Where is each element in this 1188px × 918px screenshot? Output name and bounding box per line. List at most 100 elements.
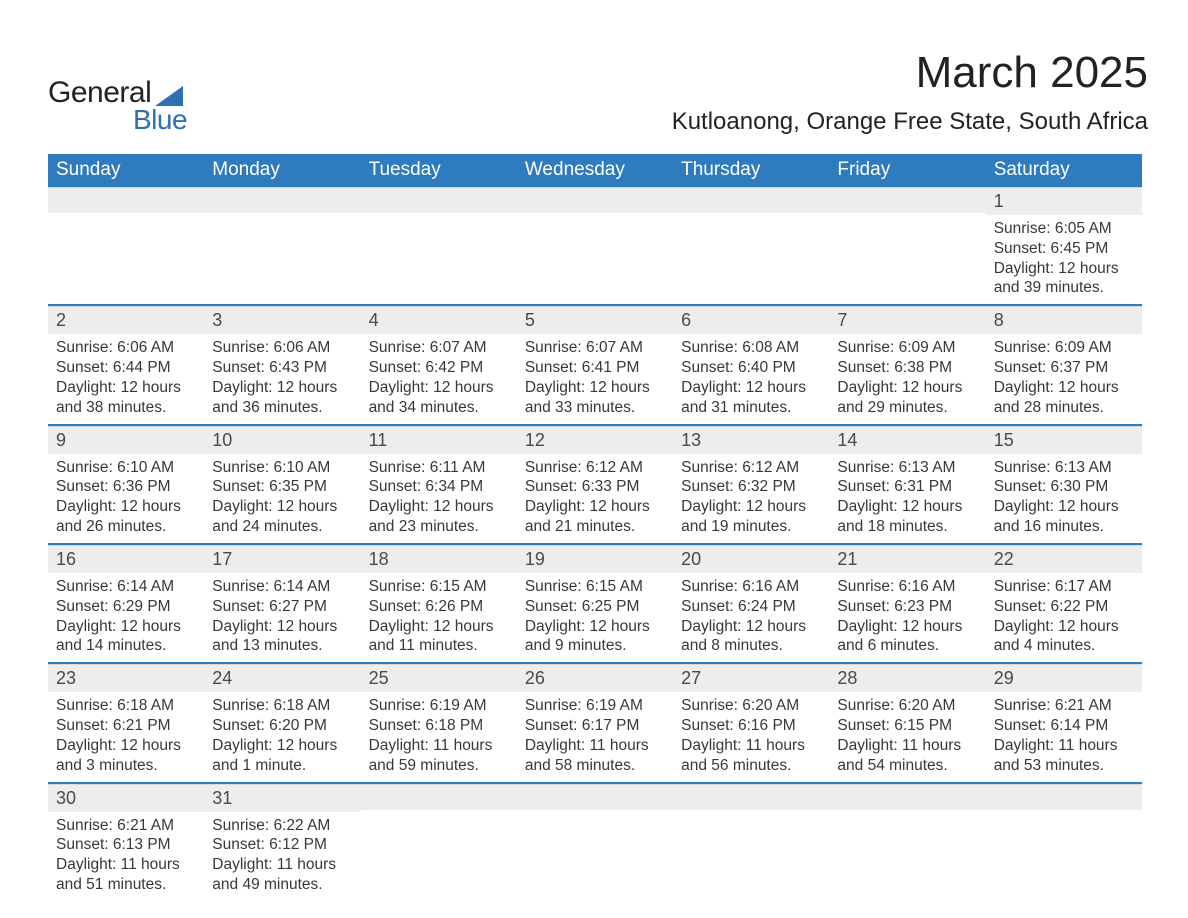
day-number: 2 <box>48 306 204 334</box>
calendar-day-cell: 21Sunrise: 6:16 AMSunset: 6:23 PMDayligh… <box>829 545 985 662</box>
sunrise-text: Sunrise: 6:09 AM <box>994 338 1136 358</box>
calendar-day-cell: 5Sunrise: 6:07 AMSunset: 6:41 PMDaylight… <box>517 306 673 423</box>
sunset-text: Sunset: 6:38 PM <box>837 358 979 378</box>
weekday-header-cell: Thursday <box>673 154 829 187</box>
daylight-text: Daylight: 12 hours and 26 minutes. <box>56 497 198 537</box>
calendar-day-cell: 19Sunrise: 6:15 AMSunset: 6:25 PMDayligh… <box>517 545 673 662</box>
sunset-text: Sunset: 6:33 PM <box>525 477 667 497</box>
calendar-week-row: 9Sunrise: 6:10 AMSunset: 6:36 PMDaylight… <box>48 424 1142 543</box>
daylight-text: Daylight: 12 hours and 4 minutes. <box>994 617 1136 657</box>
calendar-day-cell <box>517 784 673 901</box>
day-number: 21 <box>829 545 985 573</box>
day-details <box>517 810 673 882</box>
sunset-text: Sunset: 6:34 PM <box>369 477 511 497</box>
daylight-text: Daylight: 12 hours and 33 minutes. <box>525 378 667 418</box>
day-number: 30 <box>48 784 204 812</box>
calendar-week-row: 2Sunrise: 6:06 AMSunset: 6:44 PMDaylight… <box>48 304 1142 423</box>
day-number <box>673 784 829 810</box>
day-number <box>517 784 673 810</box>
day-number: 25 <box>361 664 517 692</box>
sunrise-text: Sunrise: 6:16 AM <box>681 577 823 597</box>
sunset-text: Sunset: 6:23 PM <box>837 597 979 617</box>
day-details: Sunrise: 6:14 AMSunset: 6:29 PMDaylight:… <box>48 573 204 662</box>
calendar-day-cell: 10Sunrise: 6:10 AMSunset: 6:35 PMDayligh… <box>204 426 360 543</box>
weekday-header-cell: Sunday <box>48 154 204 187</box>
day-number: 11 <box>361 426 517 454</box>
calendar-day-cell: 24Sunrise: 6:18 AMSunset: 6:20 PMDayligh… <box>204 664 360 781</box>
day-number: 6 <box>673 306 829 334</box>
weekday-header-cell: Friday <box>829 154 985 187</box>
day-number: 18 <box>361 545 517 573</box>
calendar-day-cell: 4Sunrise: 6:07 AMSunset: 6:42 PMDaylight… <box>361 306 517 423</box>
sunset-text: Sunset: 6:22 PM <box>994 597 1136 617</box>
day-number: 20 <box>673 545 829 573</box>
sunrise-text: Sunrise: 6:18 AM <box>212 696 354 716</box>
day-number <box>829 187 985 213</box>
calendar-day-cell: 8Sunrise: 6:09 AMSunset: 6:37 PMDaylight… <box>986 306 1142 423</box>
calendar-day-cell: 2Sunrise: 6:06 AMSunset: 6:44 PMDaylight… <box>48 306 204 423</box>
calendar-day-cell <box>361 187 517 304</box>
daylight-text: Daylight: 12 hours and 6 minutes. <box>837 617 979 657</box>
sunset-text: Sunset: 6:13 PM <box>56 835 198 855</box>
page-header: General Blue March 2025 Kutloanong, Oran… <box>48 48 1148 136</box>
sunrise-text: Sunrise: 6:07 AM <box>369 338 511 358</box>
calendar-week-row: 30Sunrise: 6:21 AMSunset: 6:13 PMDayligh… <box>48 782 1142 901</box>
day-details: Sunrise: 6:15 AMSunset: 6:25 PMDaylight:… <box>517 573 673 662</box>
day-number: 5 <box>517 306 673 334</box>
daylight-text: Daylight: 12 hours and 16 minutes. <box>994 497 1136 537</box>
day-details: Sunrise: 6:13 AMSunset: 6:31 PMDaylight:… <box>829 454 985 543</box>
day-number: 24 <box>204 664 360 692</box>
day-details: Sunrise: 6:18 AMSunset: 6:20 PMDaylight:… <box>204 692 360 781</box>
sunrise-text: Sunrise: 6:06 AM <box>212 338 354 358</box>
sunrise-text: Sunrise: 6:13 AM <box>994 458 1136 478</box>
calendar-day-cell: 14Sunrise: 6:13 AMSunset: 6:31 PMDayligh… <box>829 426 985 543</box>
sunset-text: Sunset: 6:43 PM <box>212 358 354 378</box>
calendar-day-cell: 7Sunrise: 6:09 AMSunset: 6:38 PMDaylight… <box>829 306 985 423</box>
sunset-text: Sunset: 6:12 PM <box>212 835 354 855</box>
calendar-week-row: 1Sunrise: 6:05 AMSunset: 6:45 PMDaylight… <box>48 187 1142 304</box>
calendar-day-cell: 31Sunrise: 6:22 AMSunset: 6:12 PMDayligh… <box>204 784 360 901</box>
sunset-text: Sunset: 6:35 PM <box>212 477 354 497</box>
calendar-day-cell <box>204 187 360 304</box>
day-details <box>986 810 1142 882</box>
day-number: 10 <box>204 426 360 454</box>
calendar-day-cell: 27Sunrise: 6:20 AMSunset: 6:16 PMDayligh… <box>673 664 829 781</box>
sunset-text: Sunset: 6:31 PM <box>837 477 979 497</box>
sunrise-text: Sunrise: 6:08 AM <box>681 338 823 358</box>
daylight-text: Daylight: 12 hours and 14 minutes. <box>56 617 198 657</box>
sunset-text: Sunset: 6:42 PM <box>369 358 511 378</box>
daylight-text: Daylight: 12 hours and 18 minutes. <box>837 497 979 537</box>
month-title: March 2025 <box>672 48 1148 98</box>
day-details: Sunrise: 6:07 AMSunset: 6:41 PMDaylight:… <box>517 334 673 423</box>
daylight-text: Daylight: 12 hours and 34 minutes. <box>369 378 511 418</box>
day-details: Sunrise: 6:09 AMSunset: 6:37 PMDaylight:… <box>986 334 1142 423</box>
day-number: 27 <box>673 664 829 692</box>
day-details <box>361 810 517 882</box>
weekday-header-cell: Monday <box>204 154 360 187</box>
calendar-day-cell: 12Sunrise: 6:12 AMSunset: 6:33 PMDayligh… <box>517 426 673 543</box>
day-number: 17 <box>204 545 360 573</box>
day-details: Sunrise: 6:06 AMSunset: 6:43 PMDaylight:… <box>204 334 360 423</box>
daylight-text: Daylight: 12 hours and 31 minutes. <box>681 378 823 418</box>
calendar-day-cell: 26Sunrise: 6:19 AMSunset: 6:17 PMDayligh… <box>517 664 673 781</box>
daylight-text: Daylight: 12 hours and 1 minute. <box>212 736 354 776</box>
day-details: Sunrise: 6:08 AMSunset: 6:40 PMDaylight:… <box>673 334 829 423</box>
sunrise-text: Sunrise: 6:09 AM <box>837 338 979 358</box>
calendar-table: SundayMondayTuesdayWednesdayThursdayFrid… <box>48 154 1142 901</box>
daylight-text: Daylight: 12 hours and 39 minutes. <box>994 259 1136 299</box>
day-number: 8 <box>986 306 1142 334</box>
day-number: 29 <box>986 664 1142 692</box>
day-details <box>829 213 985 285</box>
daylight-text: Daylight: 12 hours and 9 minutes. <box>525 617 667 657</box>
sunset-text: Sunset: 6:17 PM <box>525 716 667 736</box>
day-number <box>361 784 517 810</box>
calendar-day-cell: 13Sunrise: 6:12 AMSunset: 6:32 PMDayligh… <box>673 426 829 543</box>
calendar-day-cell: 22Sunrise: 6:17 AMSunset: 6:22 PMDayligh… <box>986 545 1142 662</box>
daylight-text: Daylight: 12 hours and 13 minutes. <box>212 617 354 657</box>
day-number: 9 <box>48 426 204 454</box>
day-details: Sunrise: 6:14 AMSunset: 6:27 PMDaylight:… <box>204 573 360 662</box>
day-details: Sunrise: 6:17 AMSunset: 6:22 PMDaylight:… <box>986 573 1142 662</box>
daylight-text: Daylight: 12 hours and 38 minutes. <box>56 378 198 418</box>
day-number: 15 <box>986 426 1142 454</box>
day-details: Sunrise: 6:16 AMSunset: 6:24 PMDaylight:… <box>673 573 829 662</box>
